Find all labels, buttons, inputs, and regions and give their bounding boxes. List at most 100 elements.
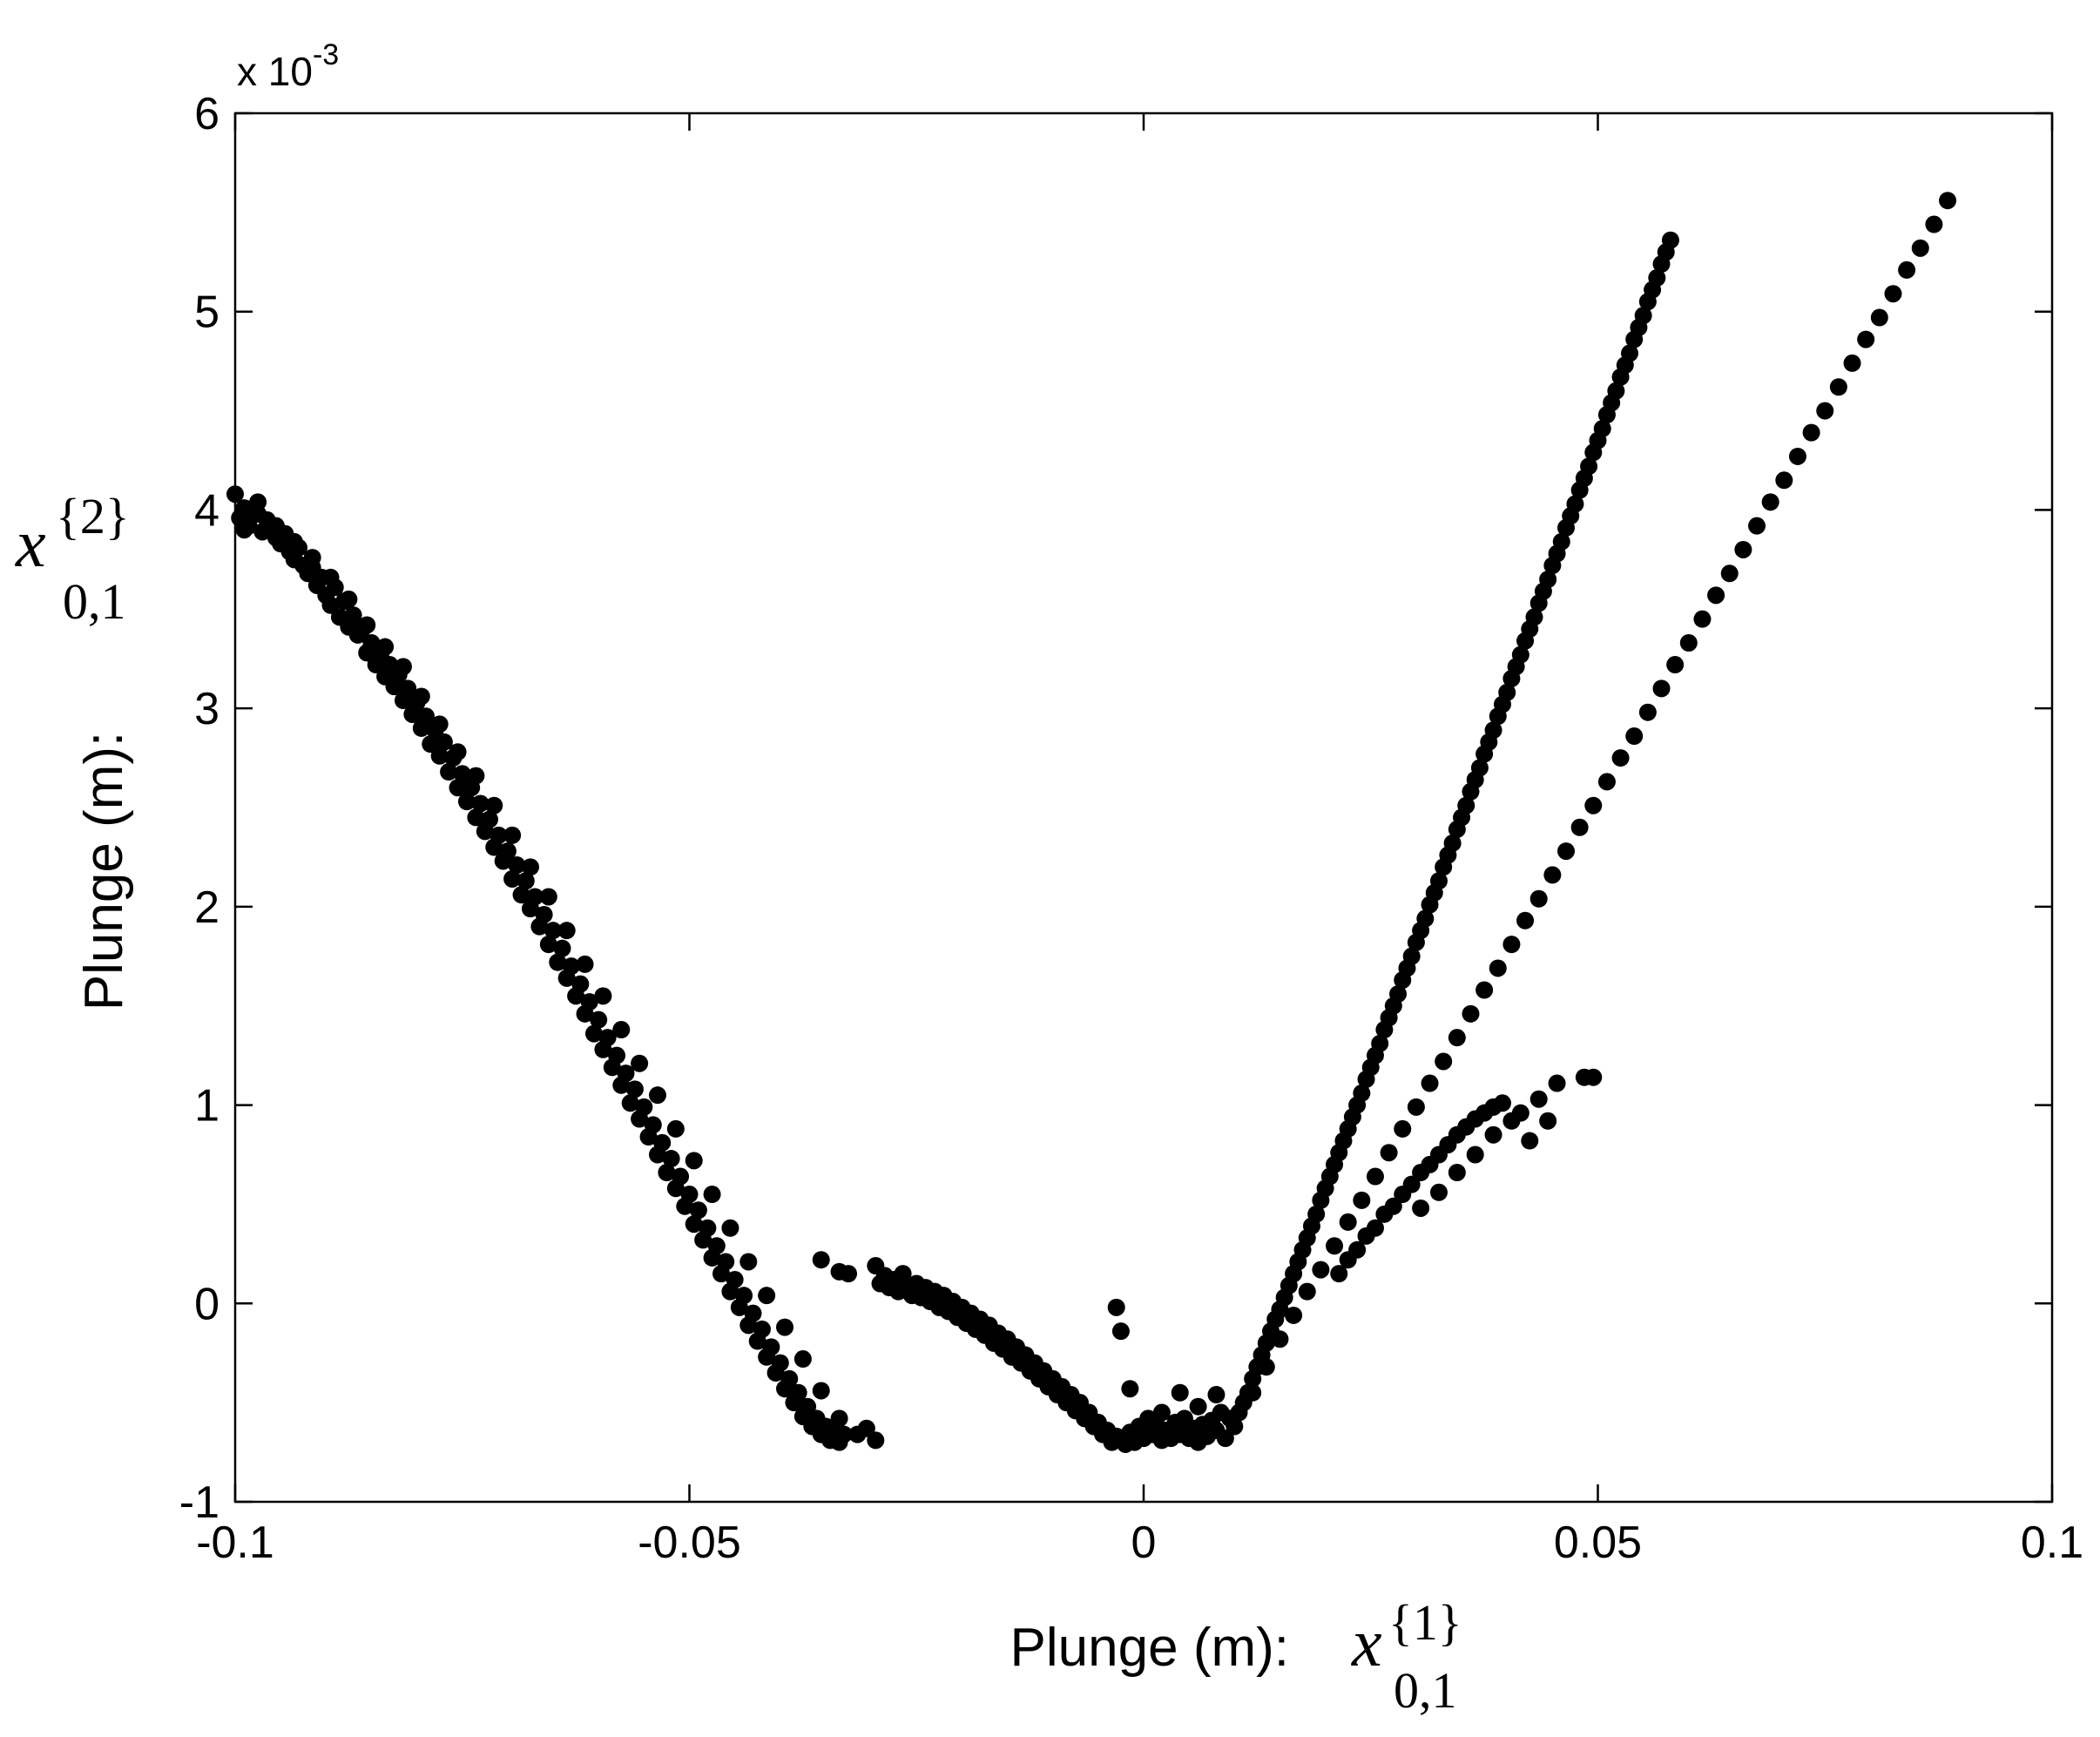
scatter-point [689,1201,707,1220]
scatter-point [1638,703,1657,721]
scatter-point [535,905,553,923]
scatter-point [735,1287,753,1305]
scatter-point [1666,656,1685,674]
scatter-point [1484,721,1502,740]
scatter-point [412,687,430,706]
scatter-point [1693,610,1712,628]
scatter-point [1384,1197,1402,1215]
scatter-point [1307,1205,1326,1223]
scatter-point [590,1010,608,1029]
scatter-point [658,1163,676,1181]
scatter-point [584,1024,603,1043]
scatter-point [1326,1237,1344,1255]
scatter-point [1244,1383,1262,1402]
scatter-point [449,779,467,797]
x-axis-math-sub: 0,1 [1394,1662,1457,1719]
scatter-point [249,493,267,511]
scatter-point [512,886,530,904]
scatter-point [435,733,453,751]
scatter-point [1107,1298,1125,1316]
scatter-point [762,1338,780,1356]
scatter-point [685,1152,703,1170]
scatter-point [1625,727,1644,746]
scatter-point [235,521,253,539]
scatter-point [1898,260,1916,279]
y-tick-label: 1 [194,1081,219,1132]
scatter-point [653,1133,672,1152]
scatter-point [376,638,395,656]
scatter-point [598,1029,617,1047]
scatter-point [358,616,376,634]
scatter-point [648,1086,666,1105]
scatter-point [1548,1074,1566,1092]
scatter-point [1580,457,1598,476]
scatter-point [1435,1052,1453,1071]
scatter-point [1570,818,1589,836]
scatter-point [344,606,362,625]
y-axis-math-sub: 0,1 [63,573,126,630]
scatter-point [1121,1380,1139,1398]
scatter-point [1412,1199,1430,1217]
scatter-point [1829,378,1847,396]
scatter-point [321,568,340,586]
scatter-point [867,1431,885,1450]
scatter-point [1380,1144,1398,1162]
y-tick-label: 4 [194,485,219,536]
scatter-point [539,936,557,954]
scatter-point [753,1320,771,1338]
scatter-point [1707,586,1725,605]
scatter-point [1502,1112,1521,1130]
scatter-point [1353,1084,1371,1102]
scatter-point [625,1080,644,1098]
scatter-point [539,888,557,906]
scatter-point [1498,683,1516,701]
scatter-point [1870,308,1888,327]
scatter-point [1111,1322,1130,1341]
scatter-point [617,1065,635,1083]
x-axis-math-sup: {1} [1388,1594,1462,1651]
scatter-point [793,1350,812,1369]
scatter-point [1911,239,1929,257]
scatter-point [422,735,440,754]
y-tick-label: -1 [179,1477,219,1528]
scatter-point [1493,1094,1511,1112]
scatter-point [321,596,340,614]
scatter-point [621,1094,639,1112]
scatter-point [340,590,358,608]
scatter-point [799,1397,817,1416]
scatter-point [1429,872,1448,890]
scatter-point [1353,1191,1371,1209]
scatter-point [1788,447,1806,465]
scatter-point [362,633,381,652]
scatter-point [644,1116,662,1134]
scatter-point [789,1383,807,1402]
y-multiplier-exponent: -3 [313,38,339,71]
scatter-point [580,993,598,1011]
scatter-point [457,793,476,811]
scatter-point [780,1369,799,1388]
scatter-point [1348,1240,1367,1259]
scatter-point [1734,540,1752,558]
scatter-point [1556,842,1575,861]
scatter-point [303,549,321,567]
scatter-point [703,1186,721,1204]
scatter-point [717,1253,735,1271]
scatter-point [685,1215,703,1233]
scatter-point [1271,1330,1289,1348]
scatter-point [1525,608,1543,626]
scatter-point [226,485,244,504]
x-tick-label: 0.05 [1554,1517,1642,1568]
scatter-point [481,810,499,828]
x-tick-label: 0 [1131,1517,1157,1568]
scatter-point [1529,1090,1548,1108]
scatter-point [1634,307,1652,325]
scatter-point [1285,1306,1303,1324]
y-tick-label: 3 [194,684,219,734]
y-tick-label: 2 [194,882,219,933]
y-axis-label: Plunge (m): [74,732,134,1010]
scatter-point [1366,1219,1384,1237]
scatter-point [1475,981,1494,999]
scatter-point [576,955,594,973]
scatter-point [1484,1125,1502,1144]
